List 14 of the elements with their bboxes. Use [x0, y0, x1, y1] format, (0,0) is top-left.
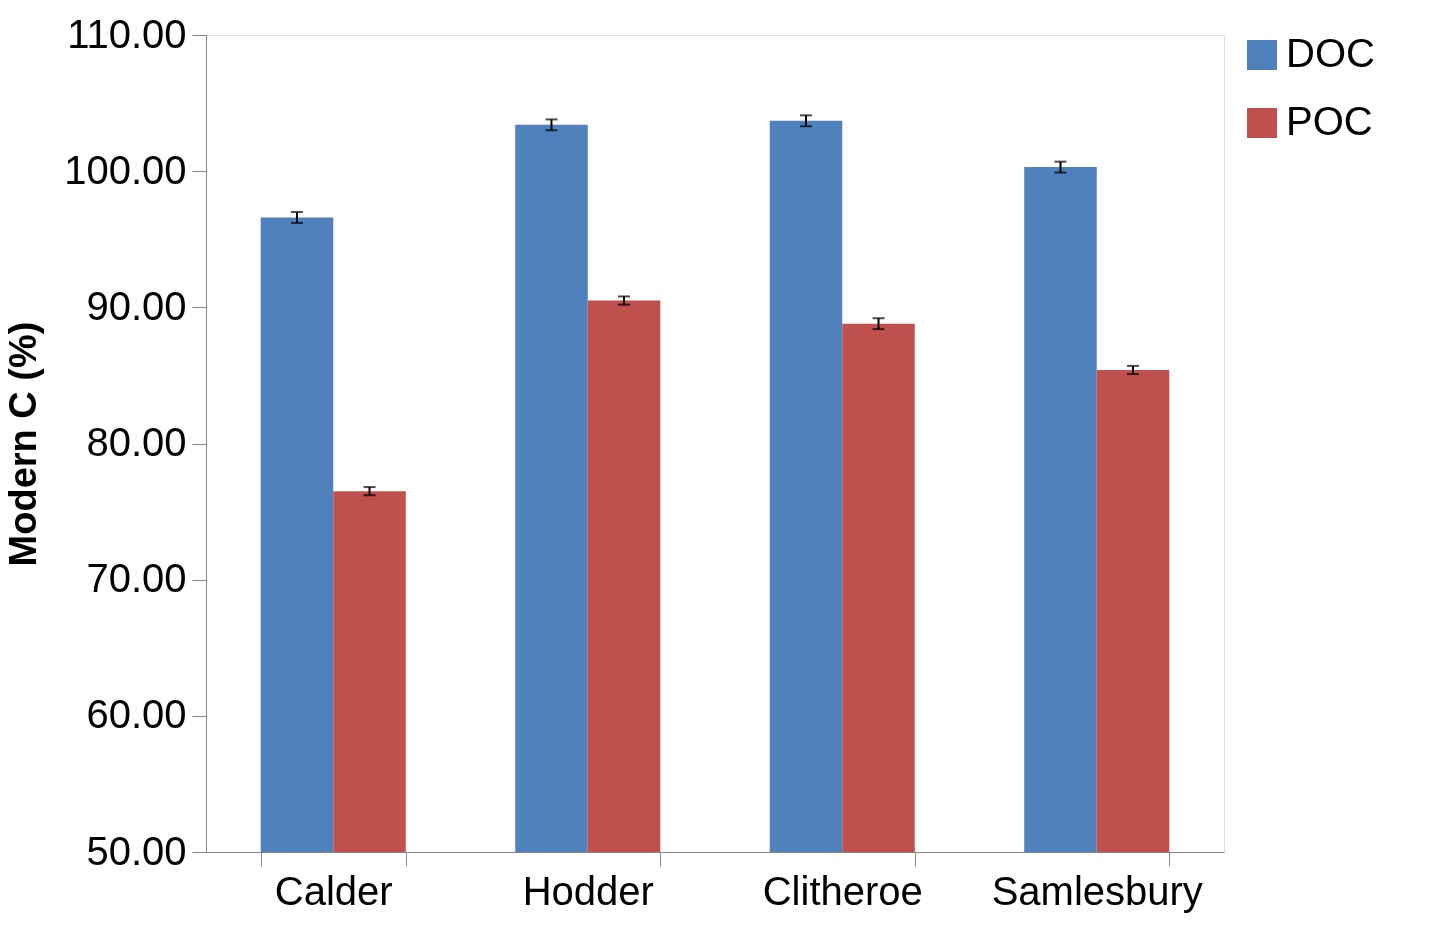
y-tick-label: 80.00: [86, 420, 187, 464]
y-tick-label: 90.00: [86, 283, 187, 328]
y-tick-label: 100.00: [64, 147, 187, 192]
y-axis-title: Modern C (%): [2, 321, 45, 567]
legend-label: DOC: [1286, 31, 1375, 75]
x-tick-label: Clitheroe: [762, 868, 923, 913]
y-tick-label: 70.00: [86, 556, 187, 601]
x-tick-label: Calder: [274, 868, 393, 913]
x-tick-label: Hodder: [522, 868, 654, 913]
y-tick-label: 50.00: [86, 828, 187, 873]
legend-label: POC: [1286, 99, 1373, 143]
y-tick-label: 110.00: [67, 11, 187, 56]
x-tick-label: Samlesbury: [991, 868, 1203, 913]
y-tick-label: 60.00: [86, 692, 187, 737]
